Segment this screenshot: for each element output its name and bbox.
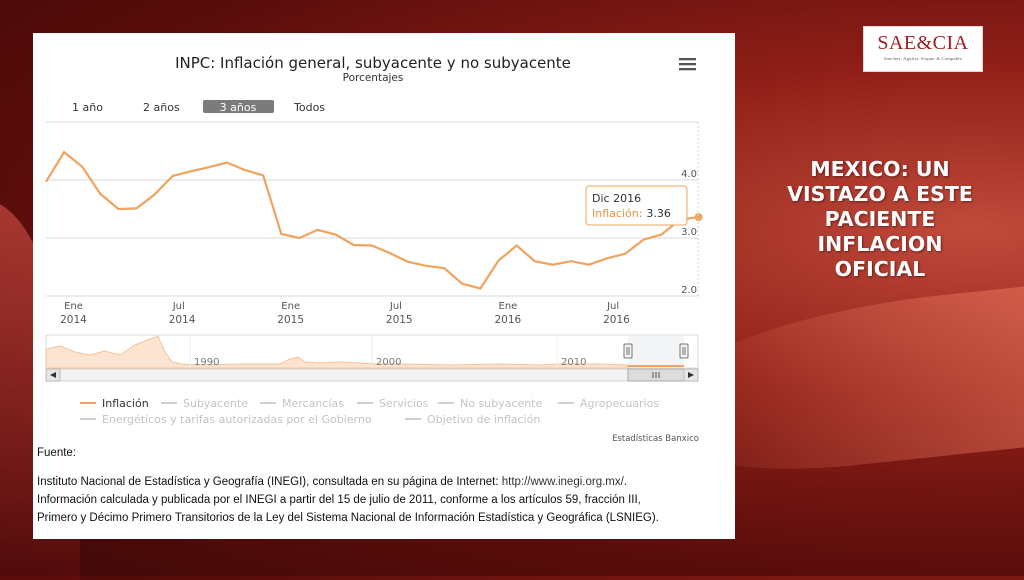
y-tick-label: 3.0 bbox=[681, 227, 697, 238]
navigator-handle-left[interactable] bbox=[623, 343, 633, 359]
arrow-right-icon bbox=[688, 372, 694, 378]
chart-panel bbox=[33, 33, 735, 539]
range-button-1-year[interactable]: 1 año bbox=[72, 101, 103, 114]
x-tick-month: Jul bbox=[389, 301, 402, 312]
gridlines bbox=[46, 121, 698, 297]
legend-item-inflacion[interactable]: Inflación bbox=[80, 397, 149, 410]
legend-label: Inflación bbox=[102, 397, 149, 410]
legend-item-servicios[interactable]: Servicios bbox=[357, 397, 429, 410]
x-tick-year: 2016 bbox=[495, 314, 522, 326]
legend-item-energeticos[interactable]: Energéticos y tarifas autorizadas por el… bbox=[80, 413, 372, 426]
range-button-3-years[interactable]: 3 años bbox=[203, 100, 274, 114]
scrollbar-track bbox=[45, 368, 699, 382]
legend-label: No subyacente bbox=[460, 397, 542, 410]
chart-title: INPC: Inflación general, subyacente y no… bbox=[175, 54, 571, 72]
scrollbar[interactable] bbox=[45, 368, 699, 382]
scrollbar-thumb[interactable] bbox=[627, 368, 685, 382]
source-text: Instituto Nacional de Estadística y Geog… bbox=[37, 473, 727, 527]
navigator-year-label: 1990 bbox=[194, 357, 219, 368]
x-tick-month: Ene bbox=[64, 301, 83, 312]
navigator-year-label: 2010 bbox=[561, 357, 586, 368]
x-tick-year: 2015 bbox=[277, 314, 304, 326]
legend-item-no-subyacente[interactable]: No subyacente bbox=[438, 397, 542, 410]
scroll-left-button[interactable] bbox=[45, 368, 61, 382]
y-tick-label: 2.0 bbox=[681, 285, 697, 296]
x-axis-ticks: Ene 2014 Jul 2014 Ene 2015 Jul 2015 Ene 2016 Jul 20… bbox=[60, 301, 630, 326]
company-logo: SAE&CIA Sanchez, Aguilar, Esquer & Compa… bbox=[863, 26, 983, 72]
tooltip-date: Dic 2016 bbox=[592, 192, 641, 205]
navigator-selected-range bbox=[628, 335, 684, 368]
logo-wordmark: SAE&CIA bbox=[877, 32, 969, 54]
data-point-dic-2016[interactable] bbox=[694, 213, 703, 222]
legend-label: Objetivo de inflación bbox=[427, 413, 540, 426]
tooltip-label: Inflación: bbox=[592, 207, 642, 220]
y-tick-label: 4.0 bbox=[681, 169, 697, 180]
chart-subtitle: Porcentajes bbox=[343, 72, 404, 84]
series-line-inflacion bbox=[45, 150, 698, 290]
legend-label: Agropecuarios bbox=[580, 397, 659, 410]
range-button-2-years[interactable]: 2 años bbox=[143, 101, 180, 114]
legend-item-mercancias[interactable]: Mercancías bbox=[260, 397, 344, 410]
range-button-label: Todos bbox=[293, 101, 325, 114]
menu-icon[interactable] bbox=[677, 53, 699, 75]
range-button-label: 2 años bbox=[143, 101, 180, 114]
navigator[interactable]: 1990 2000 2010 bbox=[45, 334, 699, 369]
tooltip-value: 3.36 bbox=[646, 207, 671, 220]
x-tick-year: 2014 bbox=[169, 314, 196, 326]
legend-label: Mercancías bbox=[282, 397, 344, 410]
source-line-1: Instituto Nacional de Estadística y Geog… bbox=[37, 473, 727, 491]
arrow-left-icon bbox=[50, 372, 56, 378]
tooltip-row: Inflación: 3.36 bbox=[592, 207, 671, 220]
y-axis-ticks: 4.0 3.0 2.0 bbox=[681, 169, 697, 296]
tooltip-box bbox=[585, 185, 688, 226]
legend: Inflación Subyacente Mercancías Servicio… bbox=[80, 397, 659, 426]
x-tick-year: 2015 bbox=[386, 314, 413, 326]
x-tick-year: 2014 bbox=[60, 314, 87, 326]
navigator-year-label: 2000 bbox=[376, 357, 401, 368]
legend-label: Subyacente bbox=[183, 397, 248, 410]
source-line-2: Información calculada y publicada por el… bbox=[37, 494, 641, 506]
source-line-3: Primero y Décimo Primero Transitorios de… bbox=[37, 512, 659, 524]
source-line-1-text: Instituto Nacional de Estadística y Geog… bbox=[37, 476, 502, 488]
logo-tagline: Sanchez, Aguilar, Esquer & Compañía bbox=[883, 56, 962, 61]
source-heading: Fuente: bbox=[37, 447, 76, 459]
legend-label: Energéticos y tarifas autorizadas por el… bbox=[102, 413, 372, 426]
x-tick-month: Ene bbox=[499, 301, 518, 312]
scroll-right-button[interactable] bbox=[683, 368, 699, 382]
navigator-mini-series bbox=[45, 335, 629, 369]
chart-credits[interactable]: Estadísticas Banxico bbox=[612, 434, 699, 444]
range-button-label: 3 años bbox=[220, 101, 257, 114]
tooltip: Dic 2016 Inflación: 3.36 bbox=[585, 185, 688, 226]
x-tick-month: Ene bbox=[281, 301, 300, 312]
range-button-selected-bg bbox=[203, 100, 274, 113]
legend-item-subyacente[interactable]: Subyacente bbox=[161, 397, 248, 410]
slide-title: MEXICO: UN VISTAZO A ESTE PACIENTE INFLA… bbox=[787, 157, 973, 281]
x-tick-month: Jul bbox=[606, 301, 619, 312]
legend-label: Servicios bbox=[379, 397, 429, 410]
range-button-all[interactable]: Todos bbox=[293, 101, 325, 114]
range-selector: 1 año 2 años 3 años Todos bbox=[72, 100, 325, 114]
source-link[interactable]: http://www.inegi.org.mx/ bbox=[501, 476, 624, 488]
x-tick-year: 2016 bbox=[603, 314, 630, 326]
x-tick-month: Jul bbox=[172, 301, 185, 312]
navigator-handle-right[interactable] bbox=[679, 343, 689, 359]
legend-item-objetivo[interactable]: Objetivo de inflación bbox=[405, 413, 540, 426]
source-line-1-end: . bbox=[623, 476, 628, 488]
range-button-label: 1 año bbox=[72, 101, 103, 114]
legend-item-agropecuarios[interactable]: Agropecuarios bbox=[558, 397, 659, 410]
